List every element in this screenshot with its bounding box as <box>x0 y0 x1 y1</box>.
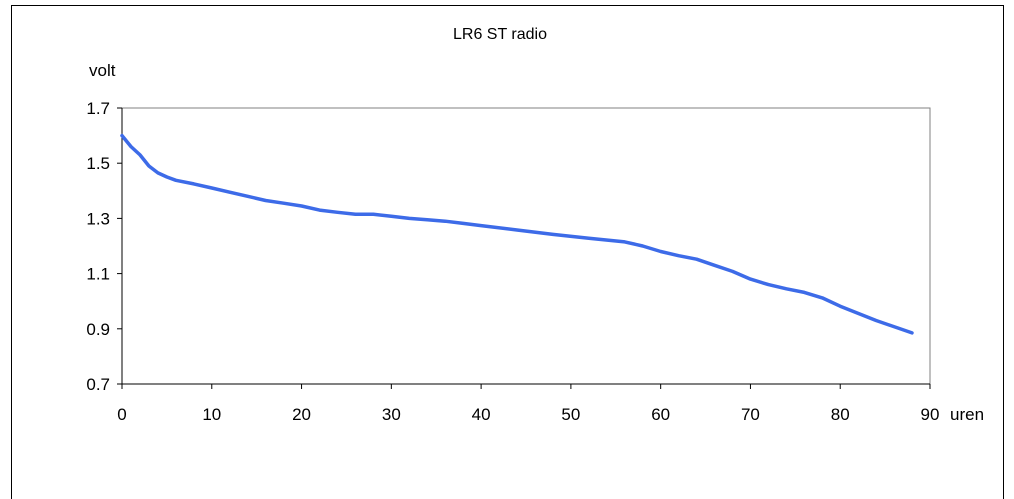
x-tick-label: 40 <box>472 405 491 424</box>
y-tick-label: 1.1 <box>86 265 110 284</box>
x-tick-label: 20 <box>292 405 311 424</box>
x-axis-label: uren <box>950 405 984 424</box>
x-tick-label: 50 <box>561 405 580 424</box>
y-tick-label: 1.5 <box>86 154 110 173</box>
y-ticks: 0.7 0.9 1.1 1.3 1.5 1.7 <box>86 99 122 394</box>
chart-frame <box>11 5 1004 499</box>
chart-title: LR6 ST radio <box>453 26 547 43</box>
y-tick-label: 0.9 <box>86 320 110 339</box>
x-tick-label: 90 <box>921 405 940 424</box>
y-tick-label: 1.3 <box>86 209 110 228</box>
series-layer <box>120 133 914 335</box>
x-tick-label: 0 <box>117 405 126 424</box>
x-tick-label: 70 <box>741 405 760 424</box>
y-tick-label: 1.7 <box>86 99 110 118</box>
x-ticks: 0 10 20 30 40 50 60 70 80 90 <box>117 384 939 424</box>
series-line-0 <box>120 133 914 335</box>
plot-area <box>121 107 931 385</box>
x-tick-label: 10 <box>202 405 221 424</box>
x-tick-label: 30 <box>382 405 401 424</box>
y-tick-label: 0.7 <box>86 375 110 394</box>
x-tick-label: 80 <box>831 405 850 424</box>
y-axis-label: volt <box>89 61 116 80</box>
x-tick-label: 60 <box>651 405 670 424</box>
